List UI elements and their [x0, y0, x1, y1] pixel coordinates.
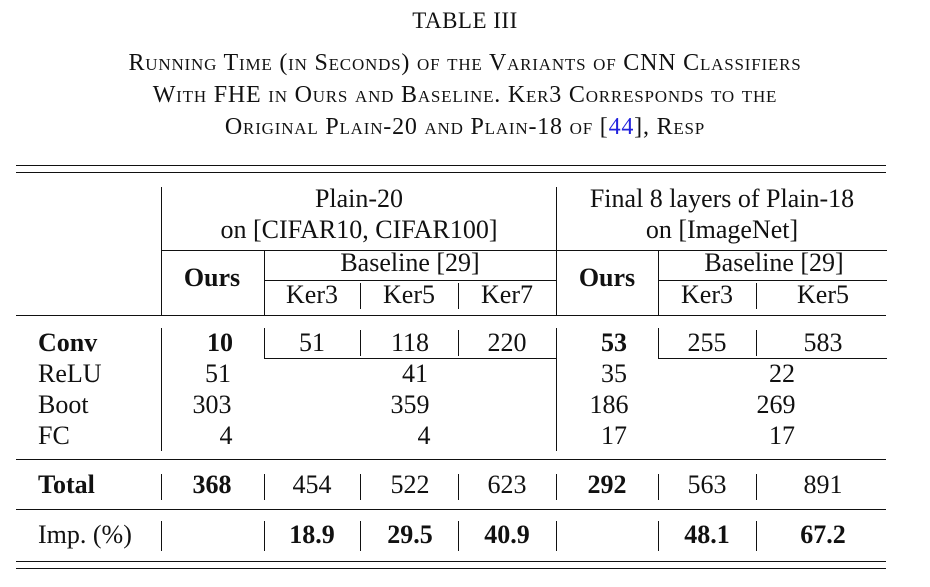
- total-plain20-ours: 368: [192, 470, 232, 499]
- caption-line-2: With FHE in Ours and Baseline. Ker3 Corr…: [152, 82, 778, 108]
- dataset-divider-imp: [556, 521, 557, 551]
- fc-plain20-ours: 4: [219, 421, 233, 450]
- imp-plain20-ker3: 18.9: [289, 520, 335, 549]
- ker-divider-1: [360, 283, 361, 309]
- boot-imagenet-ours: 186: [589, 390, 629, 419]
- conv-row-rule-imagenet: [658, 358, 887, 359]
- total-plain20-ker5: 522: [390, 470, 430, 499]
- row-label-conv: Conv: [38, 328, 98, 357]
- top-rule-1: [16, 165, 886, 166]
- caption-line-1: Running Time (in Seconds) of the Variant…: [128, 50, 802, 76]
- conv-imagenet-ker5: 583: [803, 328, 843, 357]
- dataset-divider-body: [556, 328, 557, 451]
- ker7-header-plain20: Ker7: [481, 280, 533, 309]
- ours-divider-imagenet-imp: [658, 521, 659, 551]
- conv-plain20-ker5: 118: [390, 328, 430, 357]
- total-imagenet-ours: 292: [587, 470, 627, 499]
- ker-divider-2-conv: [458, 330, 459, 356]
- ours-divider-imagenet: [658, 250, 659, 315]
- ker3-header-plain20: Ker3: [286, 280, 338, 309]
- fc-imagenet-baseline: 17: [769, 421, 795, 450]
- total-imagenet-ker5: 891: [803, 470, 843, 499]
- ours-divider-plain20-total: [264, 474, 265, 500]
- ours-divider-plain20-conv: [264, 328, 265, 358]
- label-column-divider-body: [161, 328, 162, 451]
- boot-plain20-ours: 303: [192, 390, 232, 419]
- row-label-fc: FC: [38, 421, 70, 450]
- dataset-divider: [556, 187, 557, 315]
- row-label-relu: ReLU: [38, 359, 102, 388]
- total-plain20-ker3: 454: [292, 470, 332, 499]
- body-bottom-rule: [16, 459, 886, 460]
- ours-divider-imagenet-conv: [658, 328, 659, 358]
- label-column-divider-total: [161, 474, 162, 500]
- caption-line-3: Original Plain-20 and Plain-18 of [44], …: [0, 114, 930, 141]
- caption-line-3-start: Original Plain-20 and Plain-18 of [: [224, 114, 609, 140]
- dataset-divider-total: [556, 474, 557, 500]
- fc-imagenet-ours: 17: [601, 421, 627, 450]
- conv-plain20-ours: 10: [207, 328, 233, 357]
- bottom-rule-1: [16, 561, 886, 562]
- ker-divider-2-imp: [458, 521, 459, 551]
- relu-plain20-ours: 51: [205, 359, 231, 388]
- ker-divider-3: [756, 283, 757, 309]
- conv-imagenet-ker3: 255: [687, 328, 727, 357]
- reference-link[interactable]: 44: [608, 114, 635, 140]
- ours-header-imagenet: Ours: [578, 263, 636, 292]
- imp-plain20-ker7: 40.9: [484, 520, 530, 549]
- ker-divider-2: [458, 283, 459, 309]
- table-label: TABLE III: [412, 8, 518, 33]
- relu-plain20-baseline: 41: [402, 359, 428, 388]
- row-label-improvement: Imp. (%): [38, 520, 132, 549]
- imagenet-dataset: on [ImageNet]: [645, 215, 799, 244]
- baseline-header-plain20: Baseline [29]: [340, 248, 480, 277]
- plain20-heading: Plain-20: [314, 184, 404, 213]
- ker-divider-3-conv: [756, 330, 757, 356]
- baseline-rule-imagenet: [658, 280, 887, 281]
- conv-row-rule-plain20: [264, 358, 556, 359]
- ker5-header-plain20: Ker5: [383, 280, 435, 309]
- ours-divider-plain20-imp: [264, 521, 265, 551]
- ours-divider-plain20: [264, 250, 265, 315]
- relu-imagenet-ours: 35: [601, 359, 627, 388]
- ker-divider-1-imp: [360, 521, 361, 551]
- boot-plain20-baseline: 359: [390, 390, 430, 419]
- row-label-boot: Boot: [38, 390, 89, 419]
- header-bottom-rule: [16, 315, 886, 316]
- boot-imagenet-baseline: 269: [756, 390, 796, 419]
- group-header-rule: [162, 250, 887, 251]
- ours-header-plain20: Ours: [183, 263, 241, 292]
- ker5-header-imagenet: Ker5: [797, 280, 849, 309]
- imp-plain20-ker5: 29.5: [387, 520, 433, 549]
- total-bottom-rule: [16, 509, 886, 510]
- ker3-header-imagenet: Ker3: [681, 280, 733, 309]
- ker-divider-2-total: [458, 474, 459, 500]
- imp-imagenet-ker3: 48.1: [684, 520, 730, 549]
- baseline-rule-plain20: [264, 280, 556, 281]
- label-column-divider: [161, 187, 162, 315]
- plain20-dataset: on [CIFAR10, CIFAR100]: [220, 215, 498, 244]
- top-rule-2: [16, 172, 886, 173]
- total-imagenet-ker3: 563: [687, 470, 727, 499]
- ker-divider-1-total: [360, 474, 361, 500]
- ker-divider-3-imp: [756, 521, 757, 551]
- imp-imagenet-ker5: 67.2: [800, 520, 846, 549]
- conv-plain20-ker3: 51: [299, 328, 325, 357]
- conv-plain20-ker7: 220: [487, 328, 527, 357]
- imagenet-heading: Final 8 layers of Plain-18: [589, 184, 855, 213]
- fc-plain20-baseline: 4: [417, 421, 431, 450]
- ker-divider-1-conv: [360, 330, 361, 356]
- label-column-divider-imp: [161, 521, 162, 551]
- conv-imagenet-ours: 53: [601, 328, 627, 357]
- baseline-header-imagenet: Baseline [29]: [704, 248, 844, 277]
- row-label-total: Total: [38, 470, 95, 499]
- caption-line-3-end: ], Resp: [634, 114, 706, 140]
- bottom-rule-2: [16, 568, 886, 569]
- ours-divider-imagenet-total: [658, 474, 659, 500]
- total-plain20-ker7: 623: [487, 470, 527, 499]
- relu-imagenet-baseline: 22: [769, 359, 795, 388]
- ker-divider-3-total: [756, 474, 757, 500]
